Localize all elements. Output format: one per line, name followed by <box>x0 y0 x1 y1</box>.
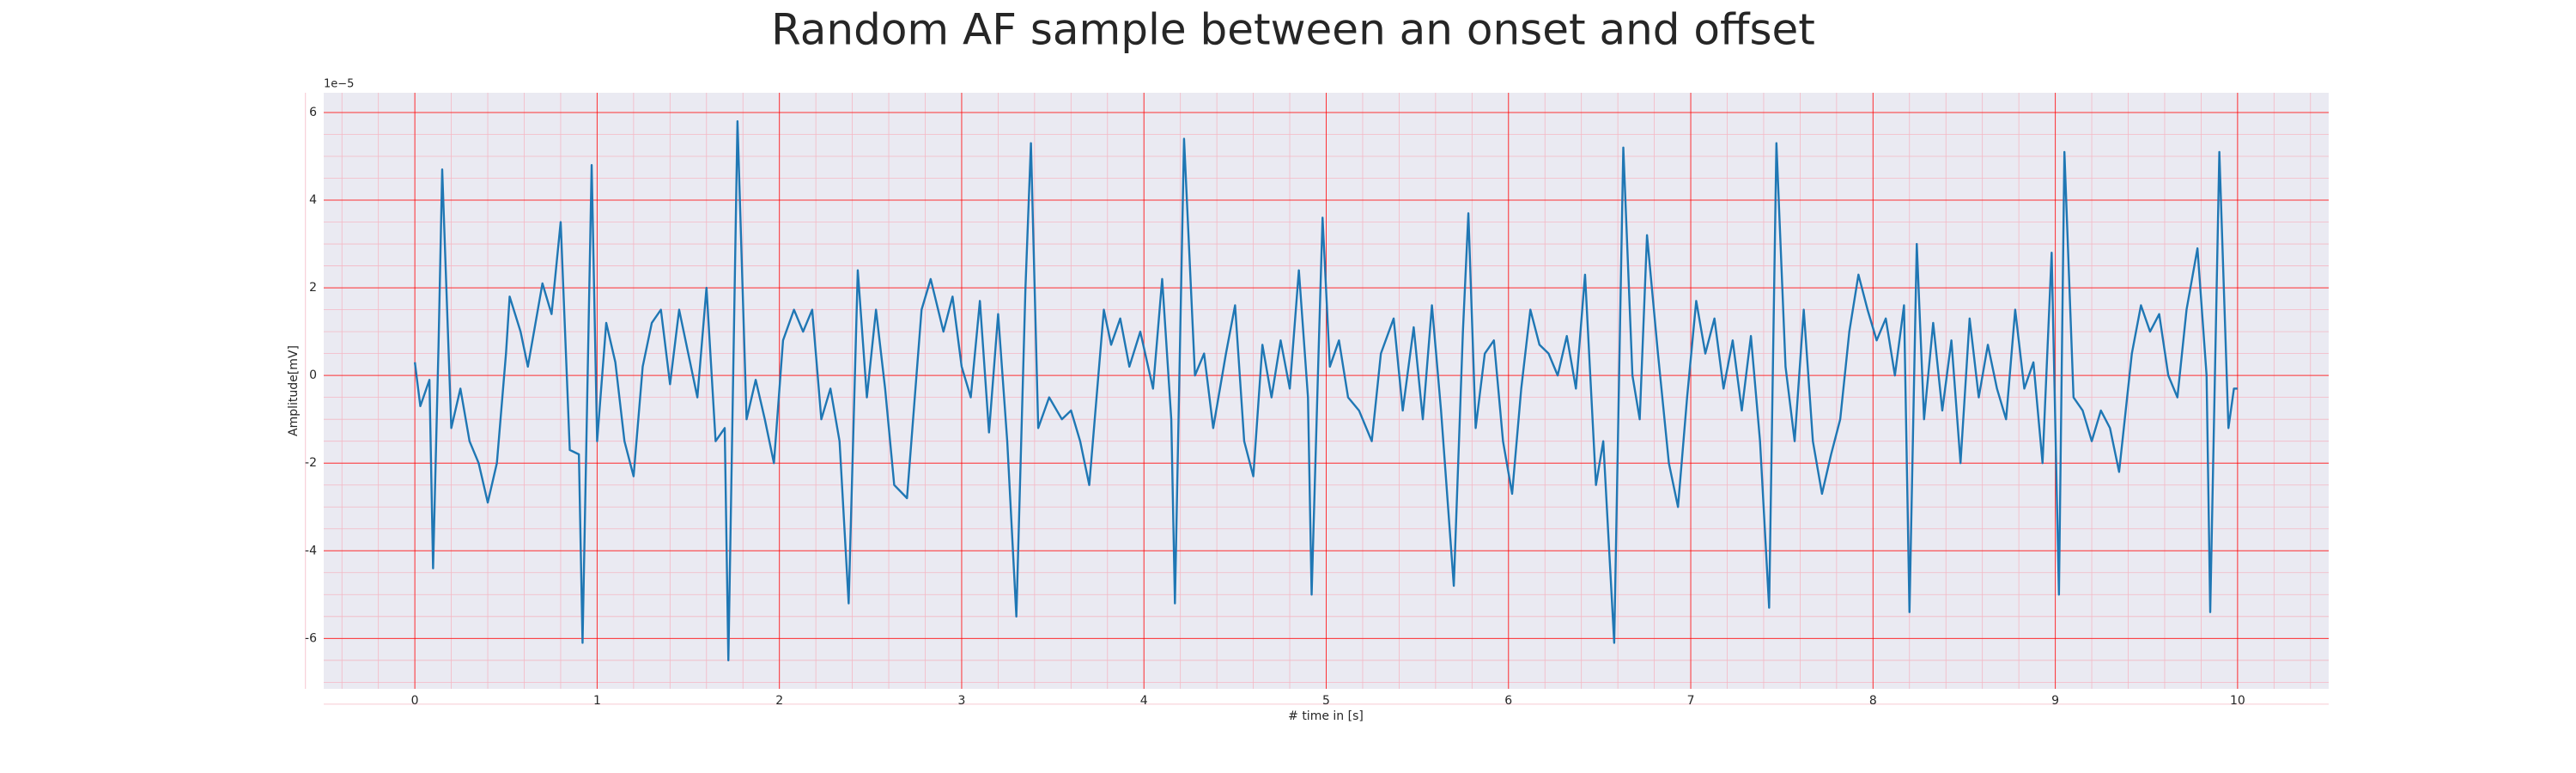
x-tick-label: 1 <box>593 694 601 708</box>
y-tick-label: -4 <box>305 544 317 557</box>
y-axis-label: Amplitude[mV] <box>287 345 301 436</box>
x-tick-label: 5 <box>1322 694 1330 708</box>
x-tick-label: 3 <box>957 694 965 708</box>
y-tick-label: -6 <box>305 631 317 645</box>
y-tick-label: -2 <box>305 456 317 470</box>
x-axis-label: # time in [s] <box>1288 709 1364 723</box>
chart-title: Random AF sample between an onset and of… <box>771 5 1815 55</box>
x-tick-label: 6 <box>1504 694 1512 708</box>
signal-line <box>413 119 2238 662</box>
x-tick-label: 0 <box>411 694 419 708</box>
y-tick-label: 0 <box>309 368 317 382</box>
x-tick-label: 10 <box>2230 694 2245 708</box>
x-tick-label: 8 <box>1869 694 1877 708</box>
y-offset-label: 1e−5 <box>324 78 354 91</box>
y-tick-label: 6 <box>309 106 317 119</box>
y-tick-label: 4 <box>309 193 317 207</box>
x-tick-label: 7 <box>1687 694 1695 708</box>
x-tick-label: 2 <box>775 694 783 708</box>
y-tick-label: 2 <box>309 281 317 295</box>
x-tick-label: 4 <box>1140 694 1148 708</box>
x-tick-label: 9 <box>2051 694 2059 708</box>
